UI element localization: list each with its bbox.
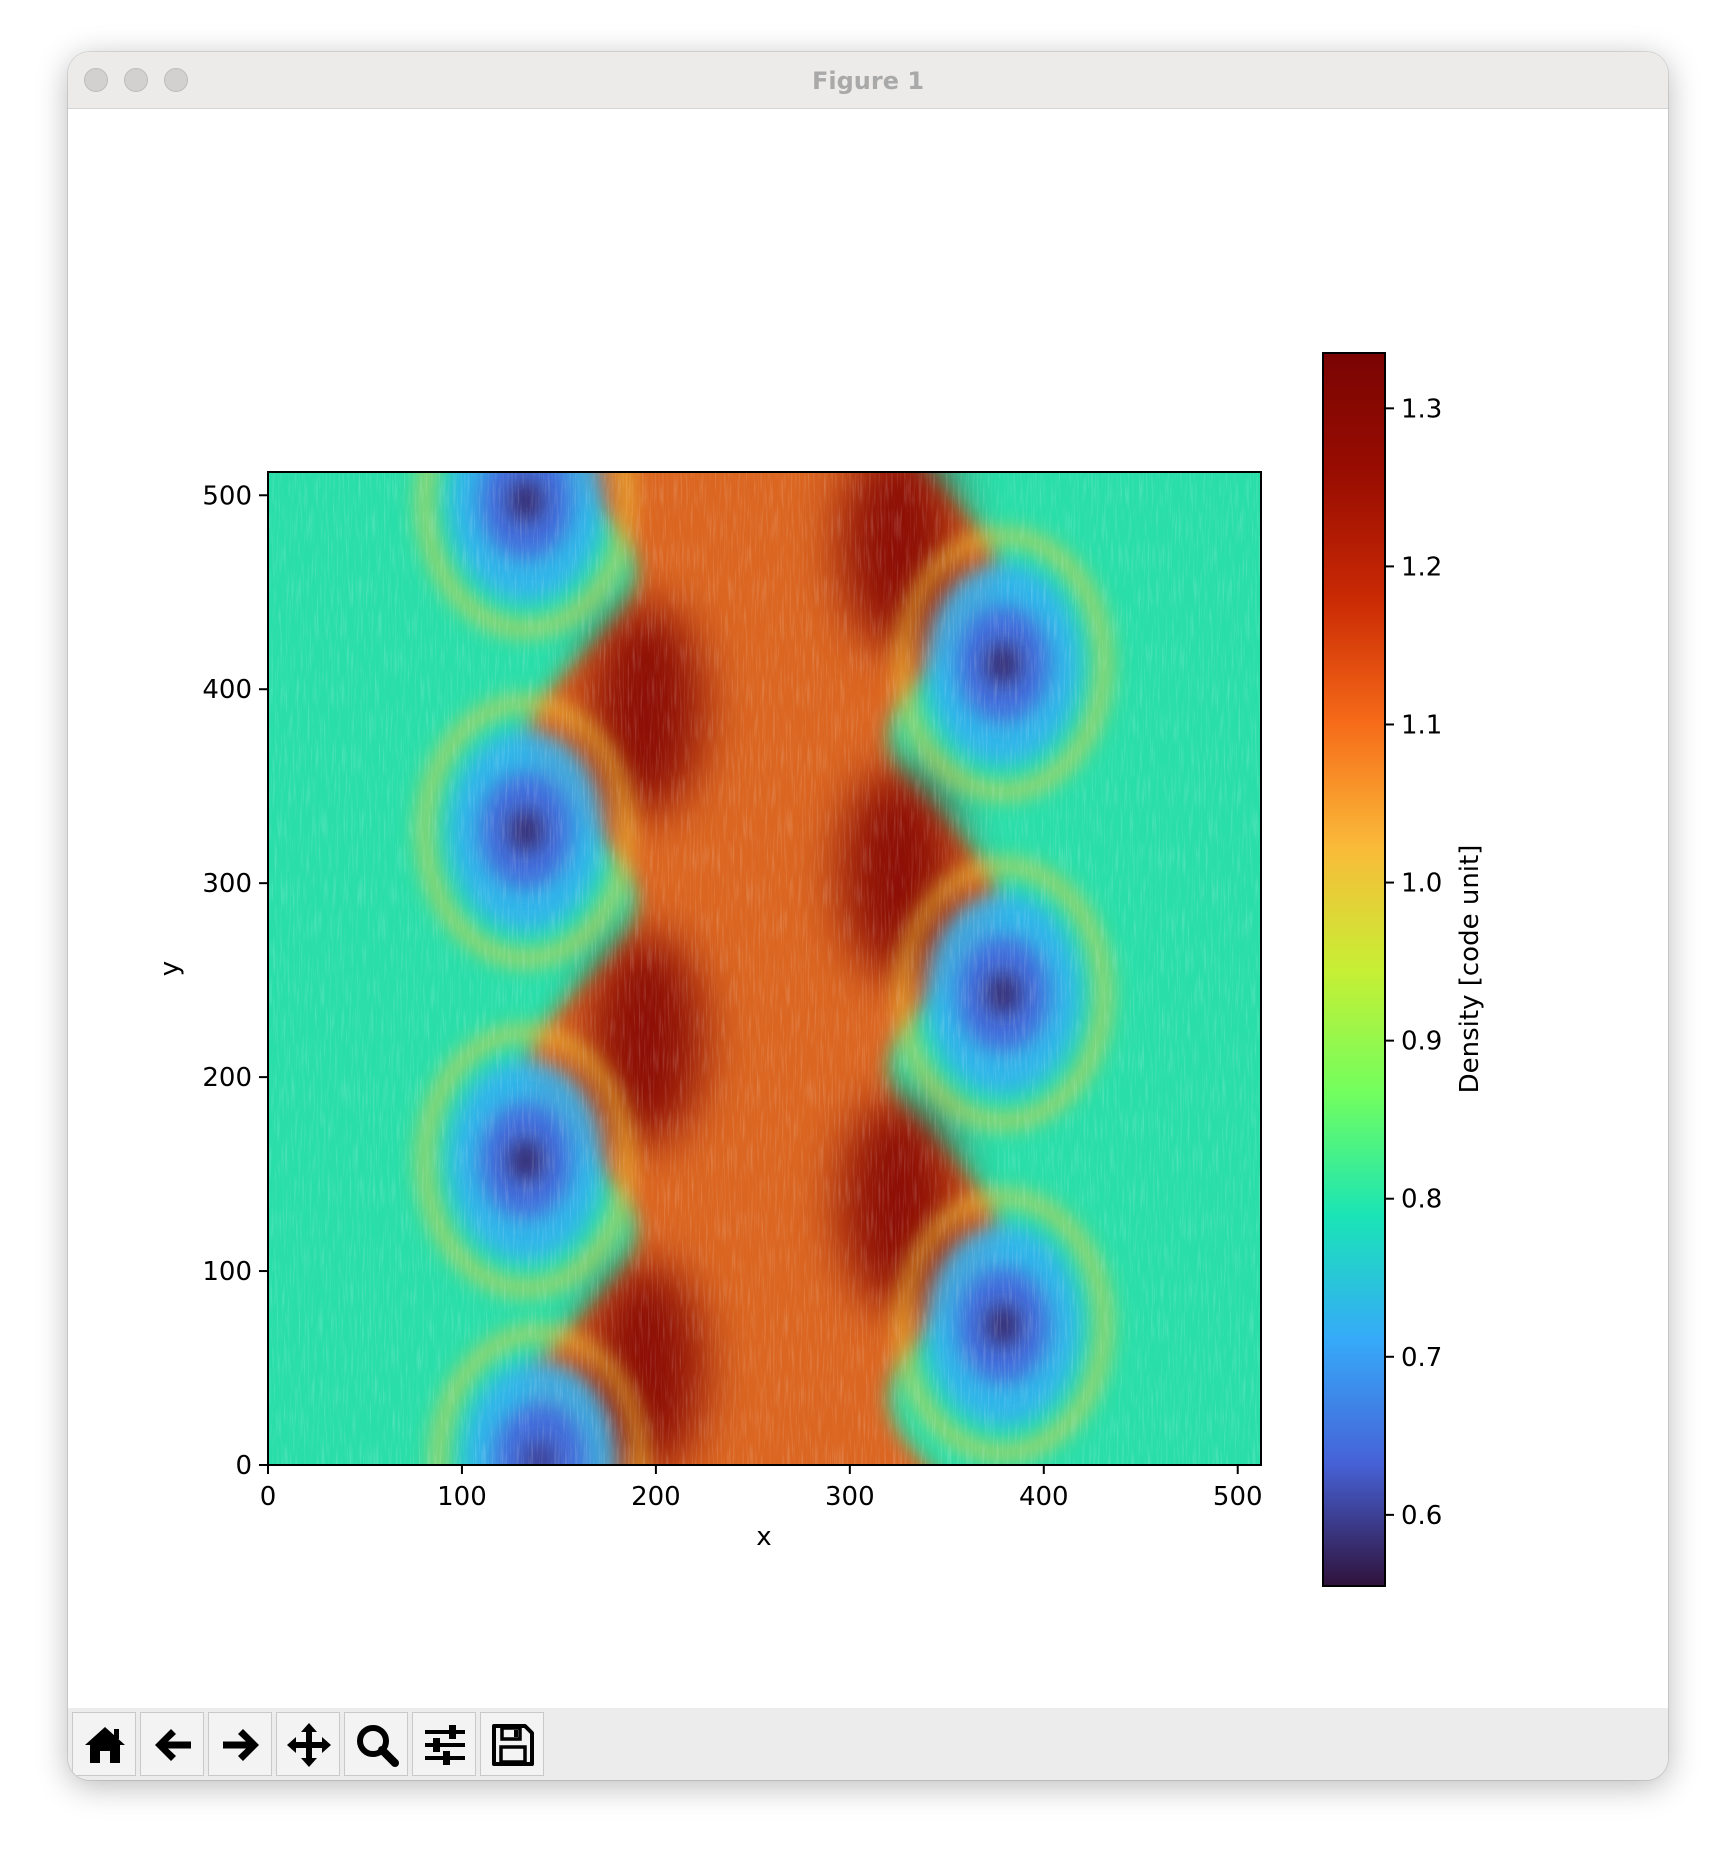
zoom-button[interactable] <box>164 68 188 92</box>
colorbar-tick-label: 0.6 <box>1401 1501 1442 1531</box>
y-axis-label: y <box>155 961 185 976</box>
colorbar-tick-label: 0.8 <box>1401 1185 1442 1215</box>
figure-canvas[interactable]: 0 100 200 300 400 500 0 100 200 300 400 500 x y 0.… <box>68 109 1668 1708</box>
sliders-icon <box>425 1725 465 1765</box>
colorbar-tick-label: 1.1 <box>1401 710 1442 740</box>
colorbar-label: Density [code unit] <box>1455 845 1485 1094</box>
home-button[interactable] <box>72 1712 136 1776</box>
axes-frame <box>267 471 1262 1466</box>
magnifier-icon <box>357 1725 399 1767</box>
colorbar: 0.6 0.7 0.8 0.9 1.0 1.1 1.2 1.3 Density [code u… <box>1322 352 1485 1587</box>
colorbar-gradient <box>1322 352 1386 1587</box>
save-button[interactable] <box>480 1712 544 1776</box>
minimize-button[interactable] <box>124 68 148 92</box>
x-tick-label: 300 <box>825 1482 875 1512</box>
pan-button[interactable] <box>276 1712 340 1776</box>
forward-button[interactable] <box>208 1712 272 1776</box>
y-axis: 0 100 200 300 400 500 <box>202 481 268 1481</box>
colorbar-tick-label: 0.9 <box>1401 1027 1442 1057</box>
window-title: Figure 1 <box>811 67 925 95</box>
colorbar-tick-label: 1.3 <box>1401 394 1442 424</box>
x-tick-label: 200 <box>631 1482 681 1512</box>
figure-window: Figure 1 <box>68 52 1668 1780</box>
configure-subplots-button[interactable] <box>412 1712 476 1776</box>
y-tick-label: 0 <box>235 1451 252 1481</box>
y-tick-label: 300 <box>202 869 252 899</box>
x-axis-label: x <box>756 1522 771 1552</box>
colorbar-tick-label: 1.2 <box>1401 552 1442 582</box>
x-tick-label: 0 <box>260 1482 277 1512</box>
home-icon <box>85 1727 125 1763</box>
x-tick-label: 100 <box>437 1482 487 1512</box>
close-button[interactable] <box>84 68 108 92</box>
arrow-right-icon <box>223 1729 259 1761</box>
y-tick-label: 100 <box>202 1257 252 1287</box>
title-bar: Figure 1 <box>68 52 1668 109</box>
x-axis: 0 100 200 300 400 500 <box>260 1465 1263 1512</box>
density-image[interactable] <box>268 301 1261 1620</box>
floppy-disk-icon <box>492 1724 534 1766</box>
back-button[interactable] <box>140 1712 204 1776</box>
navigation-toolbar <box>68 1708 1668 1780</box>
colorbar-tick-label: 1.0 <box>1401 869 1442 899</box>
zoom-button-toolbar[interactable] <box>344 1712 408 1776</box>
y-tick-label: 400 <box>202 675 252 705</box>
x-tick-label: 500 <box>1213 1482 1263 1512</box>
move-icon <box>287 1723 331 1767</box>
arrow-left-icon <box>155 1729 191 1761</box>
y-tick-label: 500 <box>202 481 252 511</box>
x-tick-label: 400 <box>1019 1482 1069 1512</box>
y-tick-label: 200 <box>202 1063 252 1093</box>
colorbar-tick-label: 0.7 <box>1401 1343 1442 1373</box>
